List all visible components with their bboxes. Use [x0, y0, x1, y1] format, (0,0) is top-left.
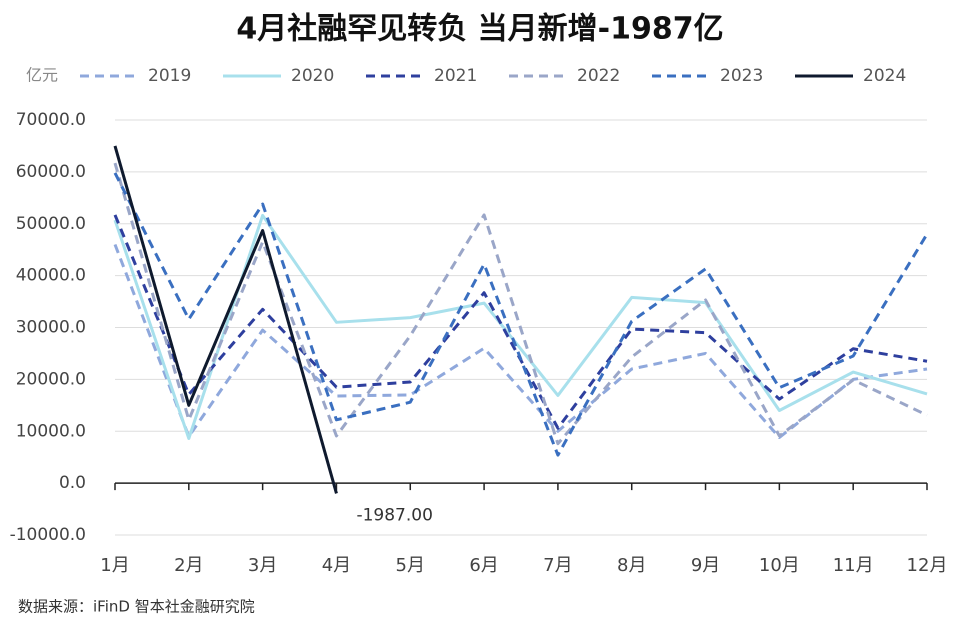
x-tick-label: 2月	[174, 555, 203, 576]
y-tick-label: -10000.0	[10, 525, 86, 545]
data-label: -1987.00	[356, 505, 432, 525]
series-line	[113, 213, 928, 441]
x-tick-label: 10月	[759, 555, 800, 576]
y-tick-label: 70000.0	[16, 110, 86, 130]
legend-label: 2024	[863, 66, 906, 86]
x-tick-label: 3月	[248, 555, 277, 576]
x-tick-label: 1月	[100, 555, 129, 576]
unit-label: 亿元	[26, 66, 58, 85]
x-tick-label: 8月	[617, 555, 646, 576]
series-line	[113, 145, 338, 494]
x-tick-label: 11月	[833, 555, 874, 576]
y-tick-label: 10000.0	[16, 421, 86, 441]
x-tick-label: 4月	[322, 555, 351, 576]
x-tick-label: 6月	[469, 555, 498, 576]
chart-title: 4月社融罕见转负 当月新增-1987亿	[236, 12, 723, 47]
y-tick-label: 60000.0	[16, 162, 86, 182]
x-tick-label: 9月	[691, 555, 720, 576]
y-tick-label: 0.0	[59, 473, 86, 493]
series-line	[113, 243, 928, 439]
y-tick-label: 50000.0	[16, 214, 86, 234]
legend-label: 2021	[434, 66, 477, 86]
source: 数据来源：iFinD 智本社金融研究院	[18, 598, 255, 616]
legend-label: 2020	[291, 66, 334, 86]
y-tick-label: 30000.0	[16, 318, 86, 338]
x-tick-label: 5月	[396, 555, 425, 576]
y-tick-label: 40000.0	[16, 266, 86, 286]
legend-label: 2019	[148, 66, 191, 86]
series-line	[113, 214, 928, 430]
series-line	[113, 162, 928, 446]
x-tick-label: 7月	[543, 555, 572, 576]
y-tick-label: 20000.0	[16, 369, 86, 389]
series-line	[113, 172, 929, 457]
legend-label: 2023	[720, 66, 763, 86]
legend-label: 2022	[577, 66, 620, 86]
x-tick-label: 12月	[907, 555, 948, 576]
